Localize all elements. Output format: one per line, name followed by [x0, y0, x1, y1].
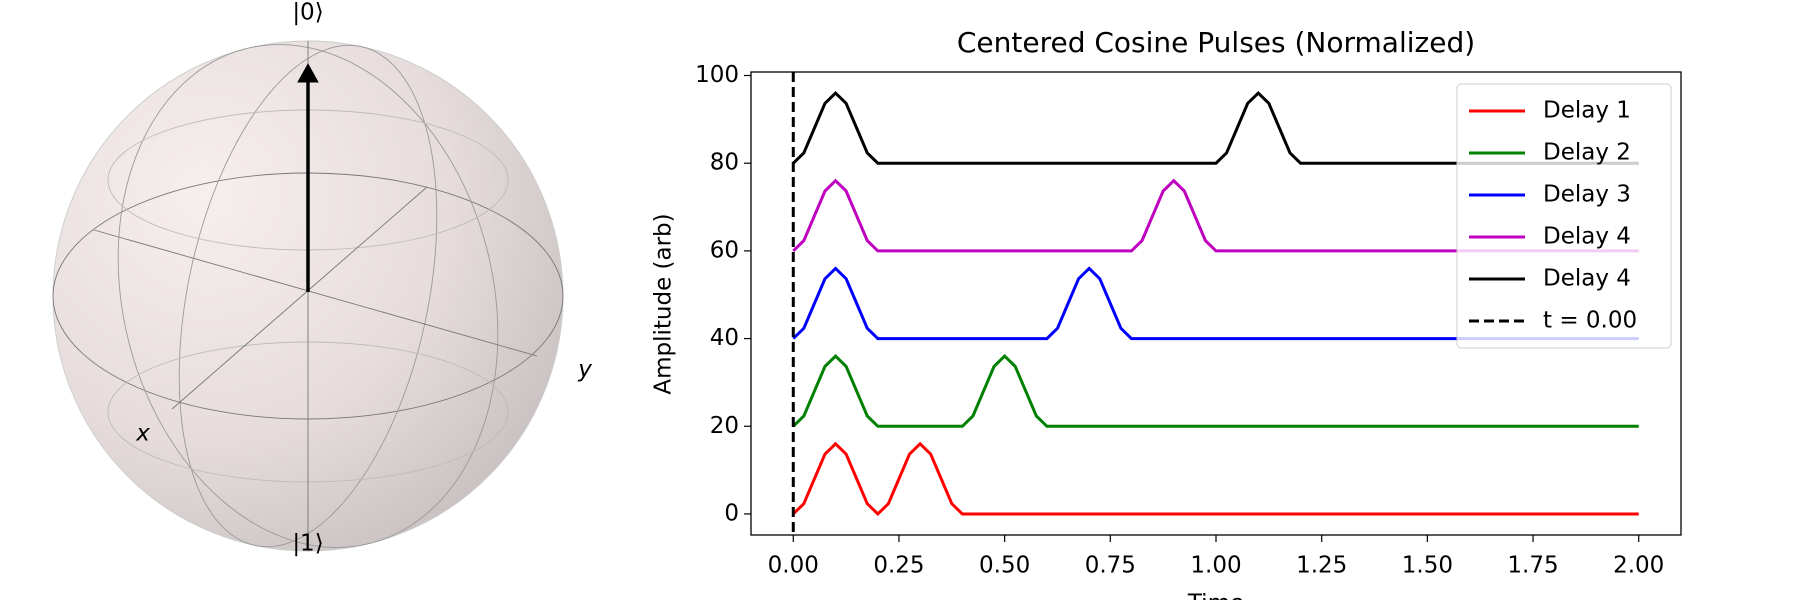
bloch-label: |0⟩	[292, 0, 323, 26]
chart-title: Centered Cosine Pulses (Normalized)	[957, 26, 1475, 59]
legend-label: Delay 4	[1543, 224, 1631, 250]
legend-label: Delay 2	[1543, 140, 1631, 166]
x-tick-label: 1.75	[1507, 553, 1558, 579]
y-tick-label: 80	[710, 150, 739, 176]
series-line	[792, 354, 1639, 428]
x-tick-label: 1.00	[1190, 553, 1241, 579]
x-tick-label: 0.75	[1085, 553, 1136, 579]
x-tick-label: 0.50	[979, 553, 1030, 579]
bloch-label: y	[577, 357, 592, 383]
y-tick-label: 20	[710, 413, 739, 439]
series-line	[792, 266, 1639, 341]
y-tick-label: 100	[695, 62, 739, 88]
bloch-label: |1⟩	[292, 531, 323, 557]
x-tick-label: 0.25	[873, 553, 924, 579]
bloch-sphere	[52, 40, 564, 552]
y-tick-label: 60	[710, 237, 739, 263]
y-axis-label: Amplitude (arb)	[651, 213, 677, 394]
legend-label: Delay 3	[1543, 182, 1631, 208]
legend-label: t = 0.00	[1543, 308, 1637, 334]
y-tick-label: 0	[724, 500, 739, 526]
legend-box	[1456, 83, 1672, 349]
series-line	[792, 441, 1639, 517]
y-tick-label: 40	[710, 325, 739, 351]
legend-label: Delay 4	[1543, 266, 1631, 292]
plot-frame	[750, 71, 1682, 536]
bloch-label: x	[135, 421, 150, 447]
x-tick-label: 0.00	[768, 553, 819, 579]
x-tick-label: 1.50	[1402, 553, 1453, 579]
x-axis-label: Time	[1187, 591, 1244, 600]
legend: Delay 1 Delay 2 Delay 3 Delay 4 Delay 4 t = 0…	[1456, 83, 1672, 349]
series-line	[792, 90, 1639, 165]
x-tick-label: 2.00	[1613, 553, 1664, 579]
series-line	[792, 178, 1639, 253]
legend-label: Delay 1	[1543, 98, 1631, 124]
x-tick-label: 1.25	[1296, 553, 1347, 579]
